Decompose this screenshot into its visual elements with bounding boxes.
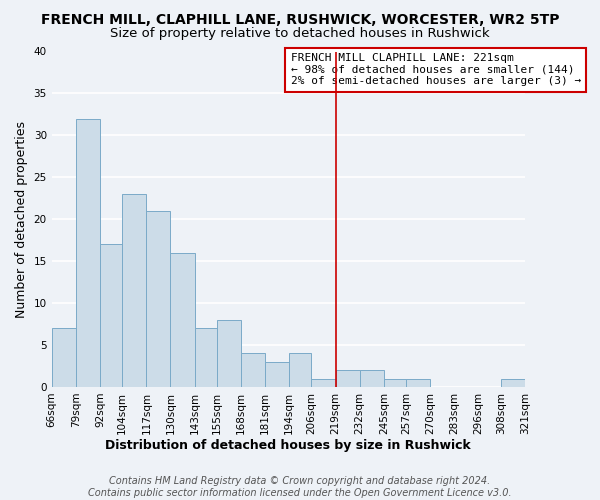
Text: Size of property relative to detached houses in Rushwick: Size of property relative to detached ho…	[110, 28, 490, 40]
Bar	[501, 378, 525, 387]
Bar	[122, 194, 146, 387]
Text: Contains HM Land Registry data © Crown copyright and database right 2024.
Contai: Contains HM Land Registry data © Crown c…	[88, 476, 512, 498]
Bar	[311, 378, 335, 387]
Bar	[241, 354, 265, 387]
Bar	[146, 211, 170, 387]
Bar	[406, 378, 430, 387]
Bar	[265, 362, 289, 387]
Text: FRENCH MILL, CLAPHILL LANE, RUSHWICK, WORCESTER, WR2 5TP: FRENCH MILL, CLAPHILL LANE, RUSHWICK, WO…	[41, 12, 559, 26]
Bar	[335, 370, 360, 387]
Bar	[170, 253, 194, 387]
Bar	[76, 118, 100, 387]
Bar	[360, 370, 384, 387]
Bar	[289, 354, 311, 387]
Bar	[100, 244, 122, 387]
Text: FRENCH MILL CLAPHILL LANE: 221sqm
← 98% of detached houses are smaller (144)
2% : FRENCH MILL CLAPHILL LANE: 221sqm ← 98% …	[290, 53, 581, 86]
Y-axis label: Number of detached properties: Number of detached properties	[15, 120, 28, 318]
Bar	[194, 328, 217, 387]
X-axis label: Distribution of detached houses by size in Rushwick: Distribution of detached houses by size …	[106, 440, 471, 452]
Bar	[52, 328, 76, 387]
Bar	[384, 378, 406, 387]
Bar	[217, 320, 241, 387]
